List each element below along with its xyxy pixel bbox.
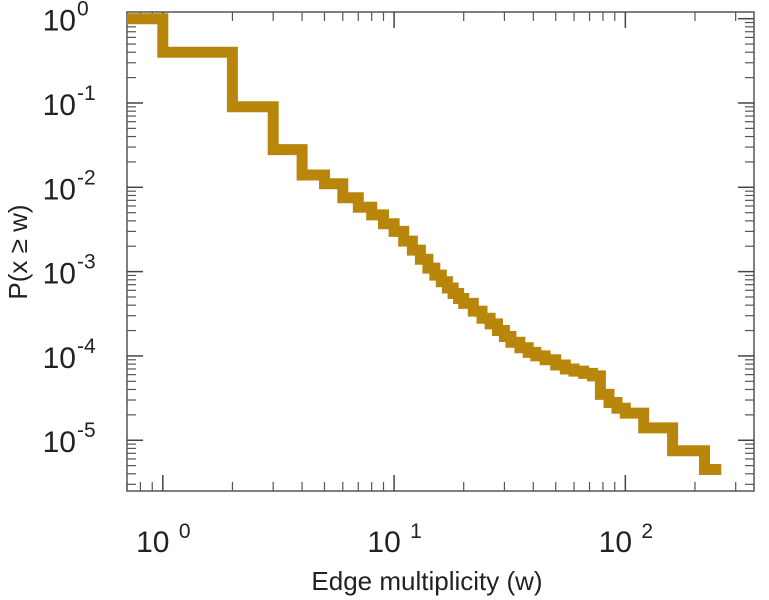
x-axis-title: Edge multiplicity (w) xyxy=(311,566,542,596)
y-tick-exponent: -5 xyxy=(77,419,96,442)
x-tick-label: 10 xyxy=(599,526,632,559)
major-ticks xyxy=(127,12,754,491)
y-tick-exponent: -4 xyxy=(77,335,96,358)
y-tick-label: 10 xyxy=(43,173,76,206)
y-tick-label: 10 xyxy=(43,5,76,38)
x-tick-exponent: 1 xyxy=(410,520,422,543)
y-tick-exponent: -1 xyxy=(77,82,96,105)
x-tick-label: 10 xyxy=(367,526,400,559)
plot-area-frame xyxy=(126,11,755,492)
y-tick-exponent: -3 xyxy=(77,251,96,274)
y-tick-exponent: -2 xyxy=(77,166,96,189)
tick-labels: 10 0 10 1 10 210 010 -110 -210 -310 -410 -5 xyxy=(43,0,653,559)
y-tick-exponent: 0 xyxy=(77,0,89,21)
minor-ticks xyxy=(126,12,754,491)
series-line-ccdf xyxy=(127,13,722,475)
x-tick-exponent: 0 xyxy=(179,520,191,543)
series-layer xyxy=(127,13,722,475)
y-axis-title: P(x ≥ w) xyxy=(3,204,33,299)
y-tick-label: 10 xyxy=(43,342,76,375)
x-tick-exponent: 2 xyxy=(641,520,653,543)
y-tick-label: 10 xyxy=(43,89,76,122)
x-tick-label: 10 xyxy=(136,526,169,559)
y-tick-label: 10 xyxy=(43,258,76,291)
y-tick-label: 10 xyxy=(43,426,76,459)
